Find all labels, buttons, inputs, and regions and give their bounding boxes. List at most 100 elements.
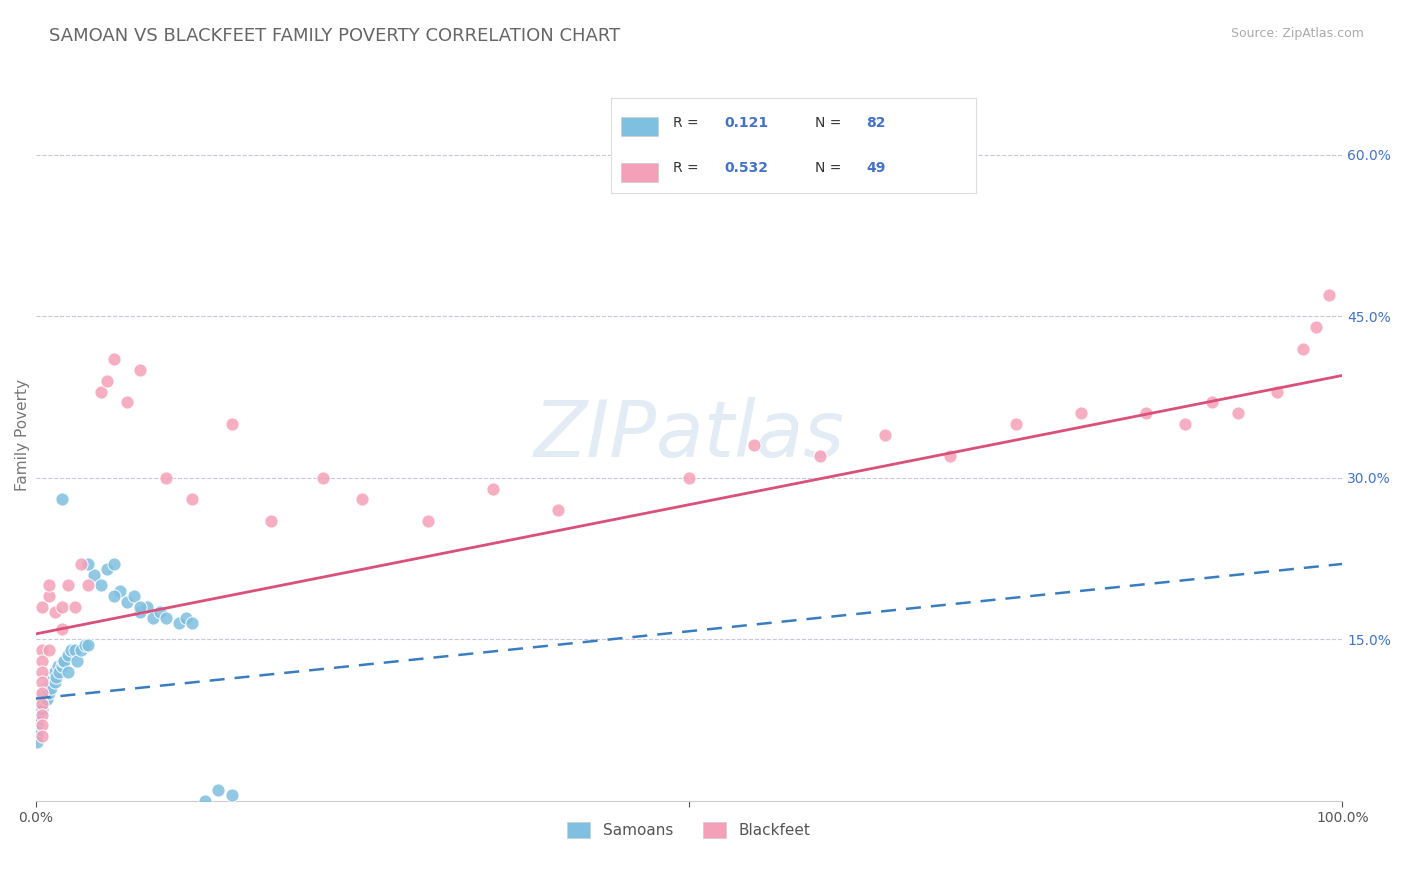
Point xyxy=(38,643,60,657)
Point xyxy=(44,665,66,679)
Point xyxy=(51,600,73,615)
Point xyxy=(221,417,243,431)
Point xyxy=(25,723,48,738)
Point xyxy=(58,648,80,663)
Point xyxy=(83,567,105,582)
Point xyxy=(31,665,53,679)
Point xyxy=(70,643,93,657)
Point xyxy=(58,665,80,679)
Point xyxy=(31,702,53,716)
Point xyxy=(51,659,73,673)
Point xyxy=(25,702,48,716)
Y-axis label: Family Poverty: Family Poverty xyxy=(15,379,30,491)
Point xyxy=(35,681,58,695)
Point xyxy=(90,578,112,592)
Point xyxy=(70,557,93,571)
Point xyxy=(25,697,48,711)
Point xyxy=(678,471,700,485)
Point xyxy=(742,438,765,452)
Point xyxy=(58,578,80,592)
Point xyxy=(30,697,52,711)
Point xyxy=(31,643,53,657)
Point xyxy=(31,691,53,706)
Point xyxy=(27,707,49,722)
Point xyxy=(122,589,145,603)
Point xyxy=(25,697,48,711)
Point xyxy=(312,471,335,485)
Legend: Samoans, Blackfeet: Samoans, Blackfeet xyxy=(561,816,817,845)
Point xyxy=(35,691,58,706)
Point xyxy=(1070,406,1092,420)
Point xyxy=(1317,287,1340,301)
Point xyxy=(110,583,132,598)
Point xyxy=(181,492,204,507)
Point xyxy=(59,643,82,657)
Point xyxy=(63,600,86,615)
Point xyxy=(25,707,48,722)
Point xyxy=(1292,342,1315,356)
Point xyxy=(352,492,374,507)
Point xyxy=(34,686,56,700)
Point xyxy=(873,427,896,442)
Point xyxy=(1135,406,1157,420)
Point xyxy=(808,449,831,463)
Point xyxy=(25,713,48,727)
Point xyxy=(75,638,97,652)
Point xyxy=(25,718,48,732)
Point xyxy=(1174,417,1197,431)
Point xyxy=(39,681,62,695)
Point xyxy=(194,794,217,808)
Point xyxy=(25,723,48,738)
Point xyxy=(129,363,152,377)
Point xyxy=(76,557,98,571)
Point xyxy=(115,594,138,608)
Point xyxy=(51,622,73,636)
Point xyxy=(44,606,66,620)
Point xyxy=(1305,320,1327,334)
Point xyxy=(25,702,48,716)
Point xyxy=(31,729,53,743)
Point xyxy=(149,606,172,620)
Point xyxy=(66,654,89,668)
Point xyxy=(39,670,62,684)
Point xyxy=(45,670,67,684)
Point xyxy=(1226,406,1249,420)
Point xyxy=(27,697,49,711)
Point xyxy=(174,611,197,625)
Point xyxy=(53,654,76,668)
Point xyxy=(25,734,48,748)
Point xyxy=(155,611,177,625)
Point xyxy=(31,686,53,700)
Point xyxy=(103,557,125,571)
Point xyxy=(31,600,53,615)
Point xyxy=(32,686,55,700)
Point xyxy=(41,670,63,684)
Point xyxy=(46,659,69,673)
Point xyxy=(25,697,48,711)
Point xyxy=(25,718,48,732)
Point xyxy=(28,702,51,716)
Point xyxy=(51,492,73,507)
Point xyxy=(939,449,962,463)
Point xyxy=(482,482,505,496)
Point xyxy=(142,611,165,625)
Point xyxy=(25,707,48,722)
Point xyxy=(181,616,204,631)
Point xyxy=(25,713,48,727)
Point xyxy=(207,783,229,797)
Point xyxy=(30,691,52,706)
Point xyxy=(31,697,53,711)
Text: SAMOAN VS BLACKFEET FAMILY POVERTY CORRELATION CHART: SAMOAN VS BLACKFEET FAMILY POVERTY CORRE… xyxy=(49,27,620,45)
Point xyxy=(96,562,118,576)
Point xyxy=(38,681,60,695)
Point xyxy=(90,384,112,399)
Point xyxy=(260,514,283,528)
Point xyxy=(547,503,569,517)
Point xyxy=(96,374,118,388)
Point xyxy=(52,654,75,668)
Point xyxy=(155,471,177,485)
Point xyxy=(129,606,152,620)
Point xyxy=(31,718,53,732)
Point xyxy=(25,729,48,743)
Point xyxy=(115,395,138,409)
